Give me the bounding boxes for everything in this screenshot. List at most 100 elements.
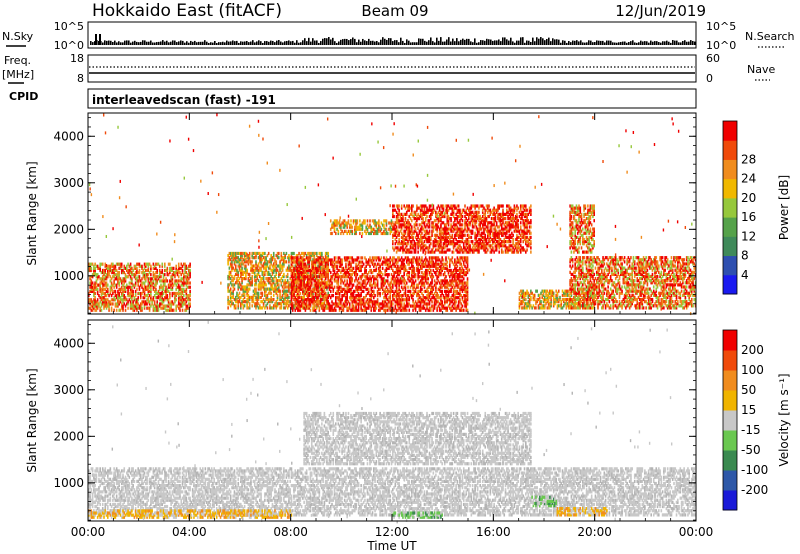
- echo-cell: [101, 262, 104, 266]
- echo-cell: [335, 256, 337, 260]
- echo-cell: [153, 277, 156, 281]
- echo-cell: [153, 266, 156, 270]
- echo-cell: [272, 289, 275, 293]
- echo-cell: [176, 279, 179, 283]
- echo-cell: [257, 297, 260, 302]
- echo-cell: [233, 274, 236, 279]
- nsky-count-bar: [562, 40, 564, 45]
- nsky-count-bar: [246, 41, 248, 45]
- echo-cell: [170, 300, 172, 304]
- echo-cell: [412, 235, 414, 240]
- echo-cell: [132, 302, 134, 306]
- echo-cell: [143, 264, 146, 268]
- echo-cell: [99, 285, 101, 289]
- nsky-count-bar: [476, 42, 478, 45]
- echo-cell: [117, 293, 119, 298]
- nsky-count-bar: [588, 40, 590, 45]
- echo-cell: [176, 281, 179, 285]
- echo-cell: [347, 219, 350, 223]
- echo-cell: [285, 251, 288, 256]
- nsky-count-bar: [234, 41, 236, 45]
- nsky-count-bar: [650, 40, 652, 45]
- echo-cell: [132, 300, 134, 304]
- echo-cell: [107, 270, 109, 275]
- nsky-count-bar: [220, 42, 222, 45]
- echo-cell: [119, 279, 122, 283]
- echo-cell: [186, 306, 189, 310]
- echo-cell: [100, 304, 103, 308]
- echo-cell: [253, 287, 256, 291]
- echo-cell: [181, 264, 184, 268]
- echo-cell: [166, 308, 169, 312]
- nsky-count-bar: [630, 41, 632, 45]
- echo-cell: [150, 304, 152, 308]
- echo-cell: [253, 283, 256, 287]
- echo-cell: [164, 296, 166, 300]
- echo-cell: [118, 262, 120, 266]
- echo-cell: [227, 274, 229, 279]
- echo-cell: [94, 302, 96, 306]
- echo-cell: [240, 253, 242, 258]
- echo-cell: [297, 256, 299, 260]
- echo-cell: [109, 302, 112, 306]
- echo-cell: [242, 262, 245, 266]
- echo-cell: [261, 272, 264, 277]
- echo-cell: [95, 279, 98, 283]
- echo-cell: [134, 298, 137, 302]
- echo-cell: [158, 298, 161, 302]
- echo-cell: [238, 258, 241, 262]
- echo-cell: [158, 270, 161, 275]
- echo-cell: [183, 275, 185, 279]
- echo-cell: [103, 273, 105, 277]
- echo-cell: [265, 297, 267, 302]
- echo-cell: [150, 273, 152, 277]
- echo-cell: [165, 277, 167, 281]
- echo-cell: [362, 262, 365, 266]
- echo-cell: [118, 270, 120, 275]
- echo-cell: [105, 304, 108, 308]
- echo-cell: [114, 268, 117, 273]
- echo-cell: [95, 264, 98, 268]
- echo-cell: [248, 272, 251, 277]
- echo-cell: [100, 308, 103, 312]
- echo-cell: [455, 300, 457, 304]
- echo-cell: [156, 262, 158, 266]
- nsky-count-bar: [252, 40, 254, 45]
- nsky-count-bar: [664, 41, 666, 45]
- echo-cell: [427, 277, 430, 281]
- echo-cell: [240, 264, 242, 268]
- date-title: 12/Jun/2019: [615, 2, 706, 20]
- echo-cell: [95, 306, 98, 310]
- echo-cell: [120, 285, 123, 289]
- nsky-count-bar: [310, 41, 312, 45]
- nsky-count-bar: [694, 41, 696, 45]
- echo-cell: [88, 298, 90, 302]
- echo-cell: [184, 264, 186, 268]
- echo-cell: [164, 281, 166, 285]
- nsky-count-bar: [574, 40, 576, 45]
- echo-cell: [271, 277, 274, 281]
- echo-cell: [139, 296, 142, 300]
- nsky-count-bar: [176, 42, 178, 45]
- echo-cell: [270, 295, 272, 300]
- echo-cell: [105, 298, 108, 302]
- echo-cell: [165, 268, 167, 273]
- nsky-count-bar: [590, 40, 592, 45]
- nsky-count-bar: [512, 41, 514, 45]
- echo-cell: [131, 306, 133, 310]
- echo-cell: [375, 306, 378, 310]
- echo-cell: [147, 300, 150, 304]
- echo-cell: [274, 304, 276, 308]
- echo-cell: [185, 304, 188, 308]
- echo-cell: [261, 281, 264, 285]
- nsky-count-bar: [688, 41, 690, 45]
- echo-cell: [248, 295, 251, 300]
- echo-cell: [147, 281, 150, 285]
- echo-cell: [145, 277, 147, 281]
- nsky-count-bar: [614, 42, 616, 45]
- nsky-count-bar: [676, 40, 678, 45]
- echo-cell: [169, 308, 171, 312]
- echo-cell: [119, 289, 122, 294]
- nsky-count-bar: [364, 40, 366, 45]
- echo-cell: [233, 253, 236, 258]
